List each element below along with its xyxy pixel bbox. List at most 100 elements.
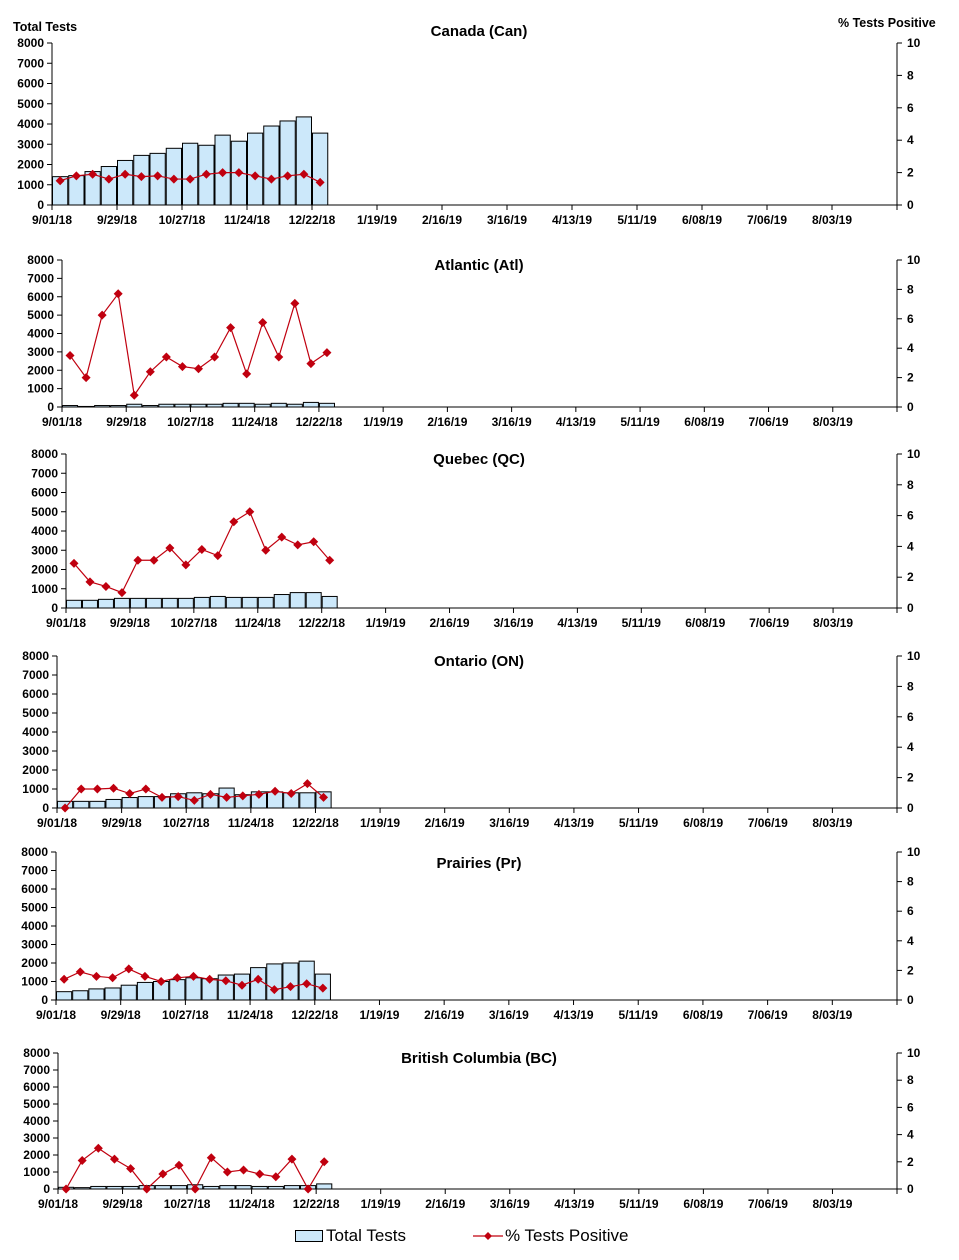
x-tick-label: 9/29/18: [101, 1008, 141, 1022]
left-tick-label: 7000: [27, 271, 54, 285]
point-pct-positive: [165, 543, 175, 553]
point-pct-positive: [81, 373, 91, 383]
left-tick-label: 7000: [23, 1063, 50, 1077]
point-pct-positive: [157, 792, 167, 802]
x-tick-label: 9/01/18: [38, 1197, 78, 1211]
point-pct-positive: [253, 974, 263, 984]
x-tick-label: 2/16/19: [427, 415, 467, 429]
legend-label-pct-positive: % Tests Positive: [505, 1226, 629, 1245]
point-pct-positive: [71, 171, 81, 181]
right-tick-label: 4: [907, 740, 914, 754]
left-tick-label: 1000: [23, 1165, 50, 1179]
legend-bar-swatch: [295, 1230, 323, 1242]
right-tick-label: 4: [907, 539, 914, 553]
point-pct-positive: [108, 973, 118, 983]
left-tick-label: 3000: [22, 744, 49, 758]
left-tick-label: 4000: [27, 327, 54, 341]
panel-1: Atlantic (Atl) 0 1000 2000 3000 4000 5000 6000 7…: [27, 253, 920, 429]
point-pct-positive: [91, 971, 101, 981]
bar-total-tests: [74, 1187, 91, 1190]
bar-total-tests: [267, 1185, 284, 1190]
bar-total-tests: [312, 132, 329, 206]
point-pct-positive: [286, 789, 296, 799]
x-tick-label: 7/06/19: [748, 1008, 788, 1022]
x-tick-label: 2/16/19: [425, 816, 465, 830]
bar-total-tests: [209, 595, 226, 609]
point-pct-positive: [189, 795, 199, 805]
left-tick-label: 2000: [22, 763, 49, 777]
point-pct-positive: [319, 792, 329, 802]
x-tick-label: 11/24/18: [228, 816, 274, 830]
bar-total-tests: [73, 800, 90, 809]
left-tick-label: 7000: [17, 56, 44, 70]
bar-total-tests: [257, 596, 274, 609]
right-tick-label: 0: [907, 993, 914, 1007]
x-tick-label: 10/27/18: [170, 616, 217, 630]
left-tick-label: 6000: [17, 77, 44, 91]
x-tick-label: 12/22/18: [292, 816, 339, 830]
left-tick-label: 4000: [21, 919, 48, 933]
right-tick-label: 8: [907, 68, 914, 82]
point-pct-positive: [93, 1143, 103, 1153]
left-tick-label: 7000: [21, 864, 48, 878]
point-pct-positive: [60, 803, 70, 813]
x-tick-label: 11/24/18: [227, 1008, 273, 1022]
right-tick-label: 0: [907, 801, 914, 815]
legend-line-swatch: [473, 1232, 503, 1240]
point-pct-positive: [69, 558, 79, 568]
left-tick-label: 8000: [23, 1046, 50, 1060]
x-tick-label: 9/01/18: [37, 816, 77, 830]
x-tick-label: 9/29/18: [110, 616, 150, 630]
point-pct-positive: [221, 976, 231, 986]
bar-total-tests: [235, 1185, 252, 1190]
right-tick-label: 8: [907, 478, 914, 492]
x-tick-label: 3/16/19: [490, 1197, 530, 1211]
right-tick-label: 6: [907, 1100, 914, 1114]
point-pct-positive: [77, 1155, 87, 1165]
left-tick-label: 2000: [21, 956, 48, 970]
panel-title: Prairies (Pr): [436, 855, 521, 872]
point-pct-positive: [169, 174, 179, 184]
x-tick-label: 4/13/19: [552, 213, 592, 227]
bar-total-tests: [169, 979, 186, 1001]
x-tick-label: 7/06/19: [749, 616, 789, 630]
line-pct-positive: [69, 292, 328, 397]
x-tick-label: 2/16/19: [424, 1008, 464, 1022]
point-pct-positive: [242, 369, 252, 379]
bar-total-tests: [136, 981, 154, 1001]
bar-total-tests: [289, 592, 306, 609]
x-tick-label: 8/03/19: [812, 1197, 852, 1211]
bar-total-tests: [251, 1185, 268, 1190]
bar-total-tests: [62, 405, 79, 408]
left-tick-label: 4000: [22, 725, 49, 739]
x-tick-label: 5/11/19: [617, 213, 657, 227]
right-tick-label: 10: [907, 253, 921, 267]
left-tick-label: 5000: [31, 505, 58, 519]
bar-total-tests: [305, 592, 322, 609]
point-pct-positive: [325, 555, 335, 565]
x-tick-label: 12/22/18: [296, 415, 343, 429]
x-tick-label: 3/16/19: [493, 616, 533, 630]
x-tick-label: 9/01/18: [36, 1008, 76, 1022]
bar-total-tests: [78, 405, 95, 408]
right-tick-label: 0: [907, 198, 914, 212]
right-tick-label: 2: [907, 570, 914, 584]
bar-total-tests: [270, 402, 287, 408]
right-tick-label: 8: [907, 875, 914, 889]
left-tick-label: 7000: [22, 668, 49, 682]
bar-total-tests: [203, 1185, 220, 1190]
point-pct-positive: [271, 1172, 281, 1182]
x-tick-label: 6/08/19: [683, 816, 723, 830]
point-pct-positive: [318, 983, 328, 993]
point-pct-positive: [117, 588, 127, 598]
x-tick-label: 8/03/19: [812, 213, 852, 227]
right-tick-label: 6: [907, 312, 914, 326]
point-pct-positive: [109, 783, 119, 793]
x-tick-label: 8/03/19: [812, 816, 852, 830]
bar-total-tests: [94, 405, 111, 408]
x-tick-label: 9/01/18: [46, 616, 86, 630]
x-tick-label: 5/11/19: [619, 816, 659, 830]
x-tick-label: 4/13/19: [554, 1008, 594, 1022]
right-tick-label: 0: [907, 1182, 914, 1196]
point-pct-positive: [149, 555, 159, 565]
